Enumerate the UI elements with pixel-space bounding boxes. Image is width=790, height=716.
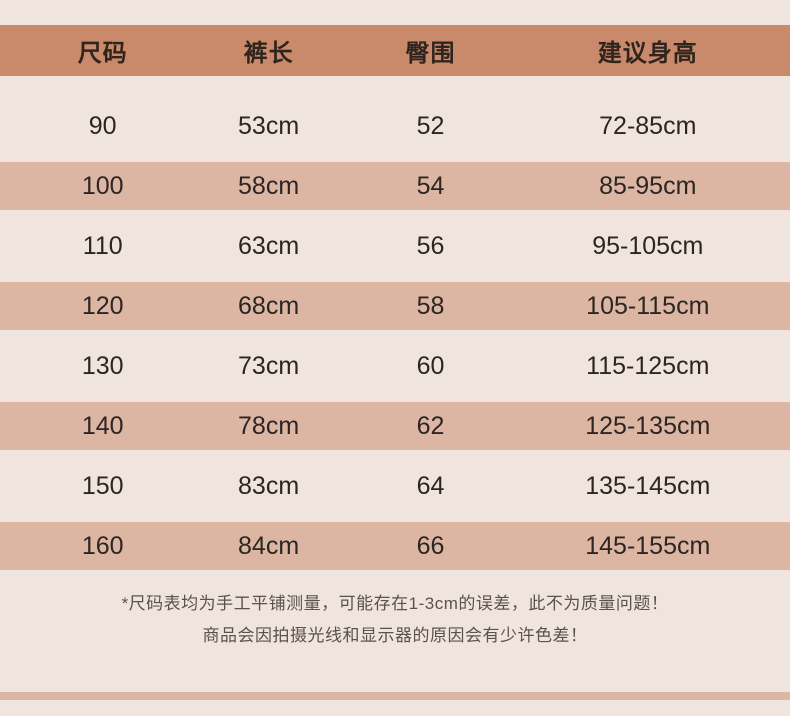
table-cell-hip: 66 [416, 531, 445, 560]
table-cell-hip: 52 [416, 111, 445, 140]
table-cell-pants-length: 53cm [238, 111, 300, 140]
size-table-body: 90 53cm 52 72-85cm 100 58cm 54 85-95cm 1… [0, 96, 790, 576]
header-cell-size: 尺码 [77, 40, 128, 67]
table-cell-size: 90 [88, 111, 117, 140]
table-cell-hip: 54 [416, 171, 445, 200]
table-cell-suggested-height: 135-145cm [585, 471, 711, 500]
measurement-notes: *尺码表均为手工平铺测量，可能存在1-3cm的误差，此不为质量问题！ 商品会因拍… [0, 576, 790, 693]
table-cell-size: 150 [81, 471, 124, 500]
table-cell-suggested-height: 125-135cm [585, 411, 711, 440]
table-cell-suggested-height: 72-85cm [599, 111, 697, 140]
table-row: 110 63cm 56 95-105cm [0, 216, 790, 276]
table-cell-size: 160 [81, 531, 124, 560]
table-cell-hip: 56 [416, 231, 445, 260]
table-cell-pants-length: 78cm [238, 411, 300, 440]
table-cell-pants-length: 84cm [238, 531, 300, 560]
table-row: 100 58cm 54 85-95cm [0, 156, 790, 216]
table-cell-pants-length: 58cm [238, 171, 300, 200]
note-line-1: *尺码表均为手工平铺测量，可能存在1-3cm的误差，此不为质量问题！ [121, 594, 669, 613]
table-cell-suggested-height: 145-155cm [585, 531, 711, 560]
header-cell-hip: 臀围 [405, 40, 456, 67]
table-cell-pants-length: 68cm [238, 291, 300, 320]
header-gap [0, 76, 790, 96]
table-cell-suggested-height: 115-125cm [586, 351, 710, 380]
table-cell-pants-length: 83cm [238, 471, 300, 500]
note-line-2: 商品会因拍摄光线和显示器的原因会有少许色差！ [202, 626, 588, 645]
table-row: 90 53cm 52 72-85cm [0, 96, 790, 156]
header-cell-pants-length: 裤长 [243, 40, 294, 67]
table-row: 120 68cm 58 105-115cm [0, 276, 790, 336]
table-cell-hip: 58 [416, 291, 445, 320]
table-row: 160 84cm 66 145-155cm [0, 516, 790, 576]
table-cell-size: 100 [81, 171, 124, 200]
table-row: 150 83cm 64 135-145cm [0, 456, 790, 516]
table-cell-hip: 60 [416, 351, 445, 380]
header-cell-suggested-height: 建议身高 [597, 40, 698, 67]
table-row: 140 78cm 62 125-135cm [0, 396, 790, 456]
table-header-row: 尺码 裤长 臀围 建议身高 [0, 25, 790, 76]
top-spacer [0, 0, 790, 25]
table-cell-size: 120 [81, 291, 124, 320]
table-cell-size: 130 [81, 351, 124, 380]
table-cell-suggested-height: 85-95cm [599, 171, 697, 200]
table-cell-hip: 62 [416, 411, 445, 440]
table-cell-suggested-height: 105-115cm [586, 291, 710, 320]
table-row: 130 73cm 60 115-125cm [0, 336, 790, 396]
table-cell-suggested-height: 95-105cm [592, 231, 704, 260]
table-cell-size: 140 [81, 411, 124, 440]
table-cell-pants-length: 63cm [238, 231, 300, 260]
table-cell-size: 110 [82, 231, 123, 260]
bottom-divider [0, 692, 790, 700]
table-cell-hip: 64 [416, 471, 445, 500]
table-cell-pants-length: 73cm [238, 351, 300, 380]
